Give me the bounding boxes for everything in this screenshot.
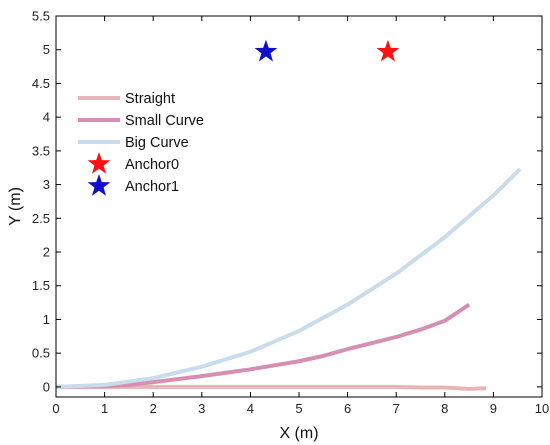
x-tick-label: 3 (198, 401, 205, 416)
y-tick-label: 1 (43, 312, 50, 327)
x-tick-label: 7 (393, 401, 400, 416)
x-tick-label: 8 (441, 401, 448, 416)
x-tick-label: 10 (535, 401, 549, 416)
y-tick-label: 1.5 (32, 278, 50, 293)
legend: Straight Small Curve Big Curve Anchor0 Ancho… (78, 91, 204, 196)
y-tick-label: 2 (43, 245, 50, 260)
x-tick-label: 4 (247, 401, 254, 416)
x-axis-label: X (m) (279, 425, 318, 442)
x-tick-label: 6 (344, 401, 351, 416)
y-axis-label: Y (m) (7, 187, 24, 226)
y-tick-label: 5 (43, 42, 50, 57)
x-tick-label: 9 (490, 401, 497, 416)
axes-frame (55, 15, 543, 398)
legend-label-small-curve: Small Curve (125, 113, 204, 129)
star-icon-anchor0 (376, 39, 400, 62)
legend-star-icon-anchor0 (87, 152, 111, 174)
x-tick-label: 1 (101, 401, 108, 416)
y-tick-label: 4.5 (32, 76, 50, 91)
legend-label-anchor1: Anchor1 (125, 179, 179, 195)
series-line-small-curve (55, 302, 471, 389)
legend-label-straight: Straight (125, 91, 175, 107)
series-line-straight (56, 384, 487, 391)
x-tick-label: 5 (295, 401, 302, 416)
axis-ticks: 0 1 2 3 4 5 6 7 8 9 10 0 0.5 1 1.5 2 2.5 3 3.5 4 4.5 5 5.5 (32, 9, 549, 417)
y-tick-label: 3 (43, 177, 50, 192)
x-tick-label: 0 (52, 401, 59, 416)
star-icon-anchor1 (254, 39, 278, 62)
series-line-big-curve (55, 167, 522, 389)
x-tick-label: 2 (150, 401, 157, 416)
y-tick-label: 2.5 (32, 211, 50, 226)
legend-label-big-curve: Big Curve (125, 135, 189, 151)
y-tick-label: 4 (43, 110, 50, 125)
plot-area (55, 39, 522, 391)
y-tick-label: 5.5 (32, 9, 50, 24)
y-tick-label: 0 (43, 379, 50, 394)
legend-star-icon-anchor1 (87, 174, 111, 196)
y-tick-label: 3.5 (32, 143, 50, 158)
legend-label-anchor0: Anchor0 (125, 157, 179, 173)
y-tick-label: 0.5 (32, 346, 50, 361)
